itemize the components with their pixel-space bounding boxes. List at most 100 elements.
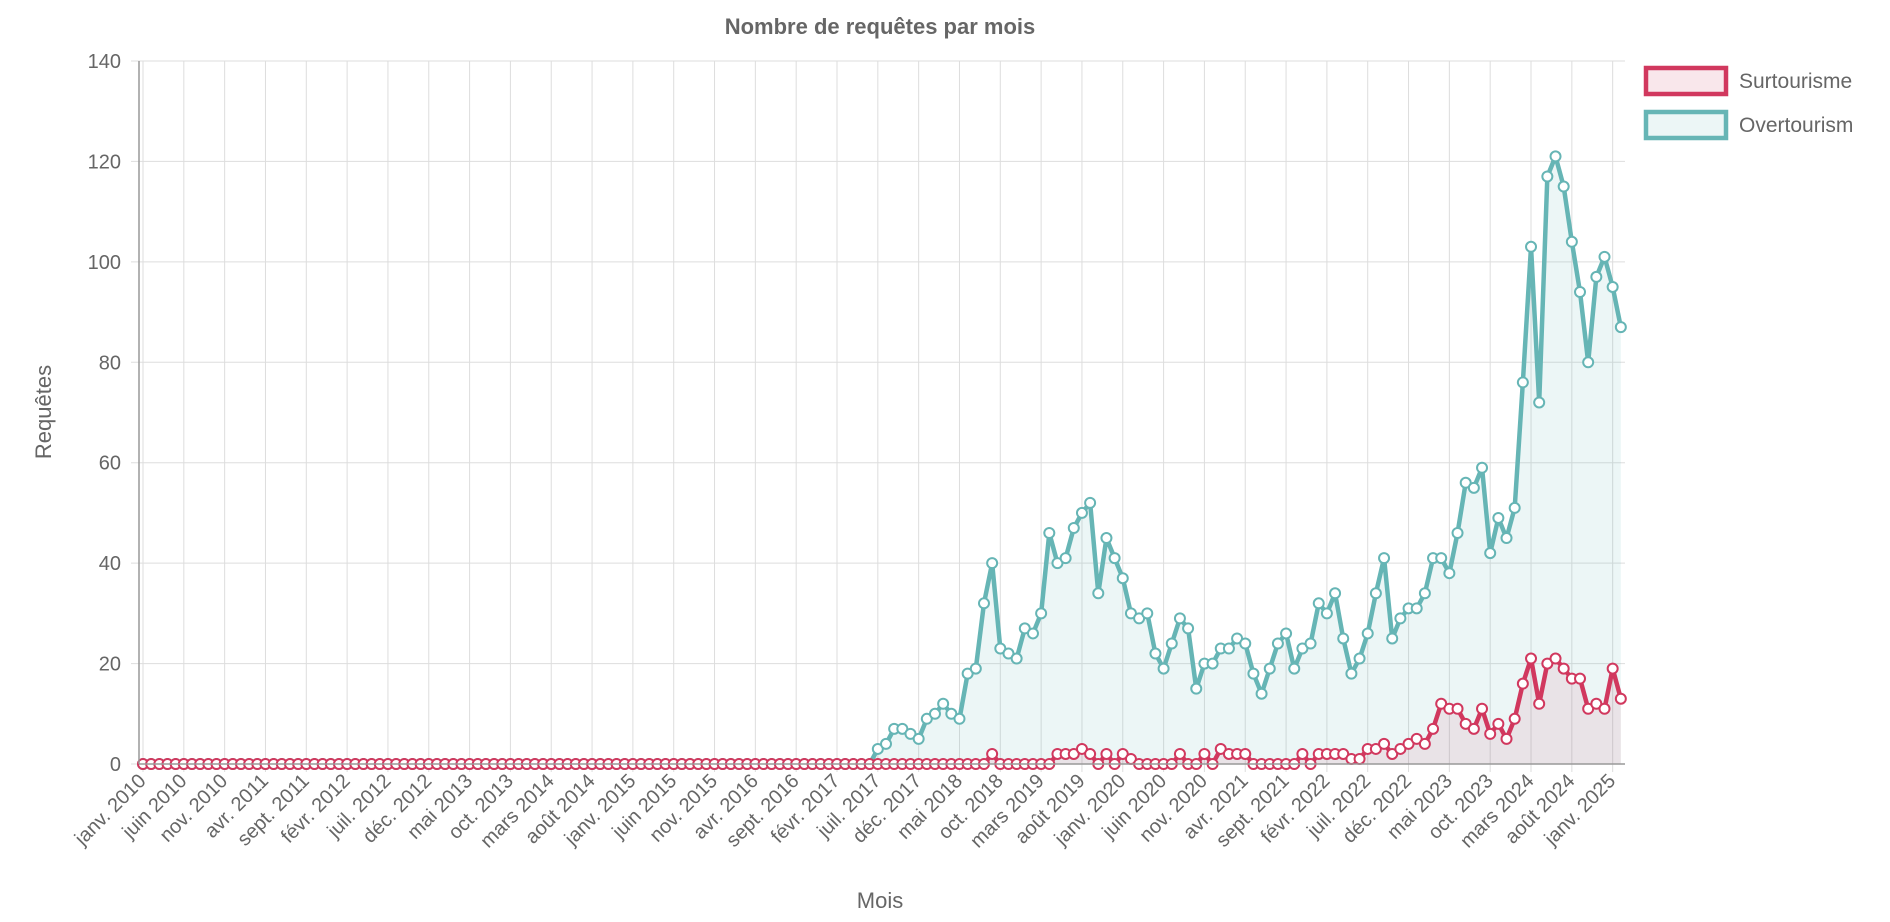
data-point-surtourisme xyxy=(1557,662,1570,675)
data-point-overtourism xyxy=(1614,321,1627,334)
data-point-overtourism xyxy=(1255,687,1268,700)
data-point-surtourisme xyxy=(1296,747,1309,760)
data-point-overtourism xyxy=(1043,527,1056,540)
data-point-overtourism xyxy=(1353,652,1366,665)
y-tick-label: 120 xyxy=(88,151,121,173)
data-point-overtourism xyxy=(1590,270,1603,283)
data-point-overtourism xyxy=(1075,506,1088,519)
data-point-overtourism xyxy=(1557,180,1570,193)
data-point-overtourism xyxy=(1492,511,1505,524)
data-point-overtourism xyxy=(1108,552,1121,565)
data-point-overtourism xyxy=(953,712,966,725)
data-point-overtourism xyxy=(1190,682,1203,695)
data-point-surtourisme xyxy=(1533,697,1546,710)
data-point-overtourism xyxy=(1263,662,1276,675)
data-point-surtourisme xyxy=(1173,747,1186,760)
data-point-overtourism xyxy=(1222,642,1235,655)
data-point-overtourism xyxy=(1500,532,1513,545)
data-point-surtourisme xyxy=(1516,677,1529,690)
data-point-overtourism xyxy=(1247,667,1260,680)
y-tick-label: 80 xyxy=(99,352,121,374)
data-point-overtourism xyxy=(1435,552,1448,565)
data-point-overtourism xyxy=(1508,501,1521,514)
data-point-overtourism xyxy=(1606,280,1619,293)
data-point-overtourism xyxy=(1182,622,1195,635)
series-areas xyxy=(143,156,1621,764)
y-axis-title: Requêtes xyxy=(31,365,56,459)
data-point-surtourisme xyxy=(1484,727,1497,740)
data-point-overtourism xyxy=(1206,657,1219,670)
data-point-overtourism xyxy=(937,697,950,710)
data-point-surtourisme xyxy=(1606,662,1619,675)
data-point-overtourism xyxy=(1271,637,1284,650)
data-point-surtourisme xyxy=(1451,702,1464,715)
x-axis-title: Mois xyxy=(857,888,903,913)
y-axis-ticks: 0 20 40 60 80 100 120 140 xyxy=(88,51,121,776)
data-point-overtourism xyxy=(1173,612,1186,625)
data-point-overtourism xyxy=(1369,587,1382,600)
data-point-overtourism xyxy=(1280,627,1293,640)
series-area-surtourisme xyxy=(143,658,1621,764)
data-point-surtourisme xyxy=(1353,752,1366,765)
data-point-overtourism xyxy=(1443,567,1456,580)
data-point-surtourisme xyxy=(1476,702,1489,715)
data-point-overtourism xyxy=(1533,396,1546,409)
data-point-overtourism xyxy=(1418,587,1431,600)
data-point-overtourism xyxy=(1329,587,1342,600)
data-point-overtourism xyxy=(1239,637,1252,650)
legend-label-surtourisme: Surtourisme xyxy=(1739,70,1852,93)
data-point-overtourism xyxy=(1059,552,1072,565)
axes xyxy=(138,61,1625,765)
data-point-overtourism xyxy=(1165,637,1178,650)
series-area-overtourism xyxy=(143,156,1621,764)
data-point-overtourism xyxy=(928,707,941,720)
y-tick-label: 60 xyxy=(99,453,121,475)
data-point-overtourism xyxy=(1345,667,1358,680)
data-point-surtourisme xyxy=(986,747,999,760)
data-point-overtourism xyxy=(1549,150,1562,163)
data-point-surtourisme xyxy=(1525,652,1538,665)
data-point-surtourisme xyxy=(1574,672,1587,685)
data-point-overtourism xyxy=(1565,235,1578,248)
chart-title: Nombre de requêtes par mois xyxy=(725,14,1036,39)
data-point-overtourism xyxy=(977,597,990,610)
data-point-overtourism xyxy=(1067,521,1080,534)
data-point-overtourism xyxy=(1516,376,1529,389)
data-point-overtourism xyxy=(1361,627,1374,640)
data-point-surtourisme xyxy=(1614,692,1627,705)
data-point-overtourism xyxy=(1026,627,1039,640)
legend-swatch-overtourism xyxy=(1643,109,1729,141)
data-point-overtourism xyxy=(986,557,999,570)
data-point-surtourisme xyxy=(1378,737,1391,750)
data-point-surtourisme xyxy=(1418,737,1431,750)
data-point-overtourism xyxy=(1574,285,1587,298)
data-point-overtourism xyxy=(1141,607,1154,620)
data-point-overtourism xyxy=(1084,496,1097,509)
y-tick-label: 140 xyxy=(88,51,121,73)
data-point-overtourism xyxy=(1304,637,1317,650)
legend-swatch-surtourisme xyxy=(1643,65,1729,97)
data-point-surtourisme xyxy=(1549,652,1562,665)
data-point-overtourism xyxy=(1157,662,1170,675)
data-point-overtourism xyxy=(1378,552,1391,565)
data-point-surtourisme xyxy=(1427,722,1440,735)
y-tick-label: 0 xyxy=(110,754,121,776)
data-point-surtourisme xyxy=(1492,717,1505,730)
data-point-overtourism xyxy=(1525,240,1538,253)
data-point-overtourism xyxy=(1582,356,1595,369)
data-point-overtourism xyxy=(969,662,982,675)
legend-label-overtourism: Overtourism xyxy=(1739,114,1853,137)
data-point-overtourism xyxy=(1410,602,1423,615)
data-point-overtourism xyxy=(1451,527,1464,540)
data-point-overtourism xyxy=(1541,170,1554,183)
data-point-overtourism xyxy=(1394,612,1407,625)
data-point-overtourism xyxy=(1598,250,1611,263)
data-point-surtourisme xyxy=(1100,747,1113,760)
data-point-surtourisme xyxy=(1598,702,1611,715)
data-point-overtourism xyxy=(1149,647,1162,660)
gridlines xyxy=(131,60,1625,772)
y-tick-label: 40 xyxy=(99,553,121,575)
data-point-overtourism xyxy=(1092,587,1105,600)
